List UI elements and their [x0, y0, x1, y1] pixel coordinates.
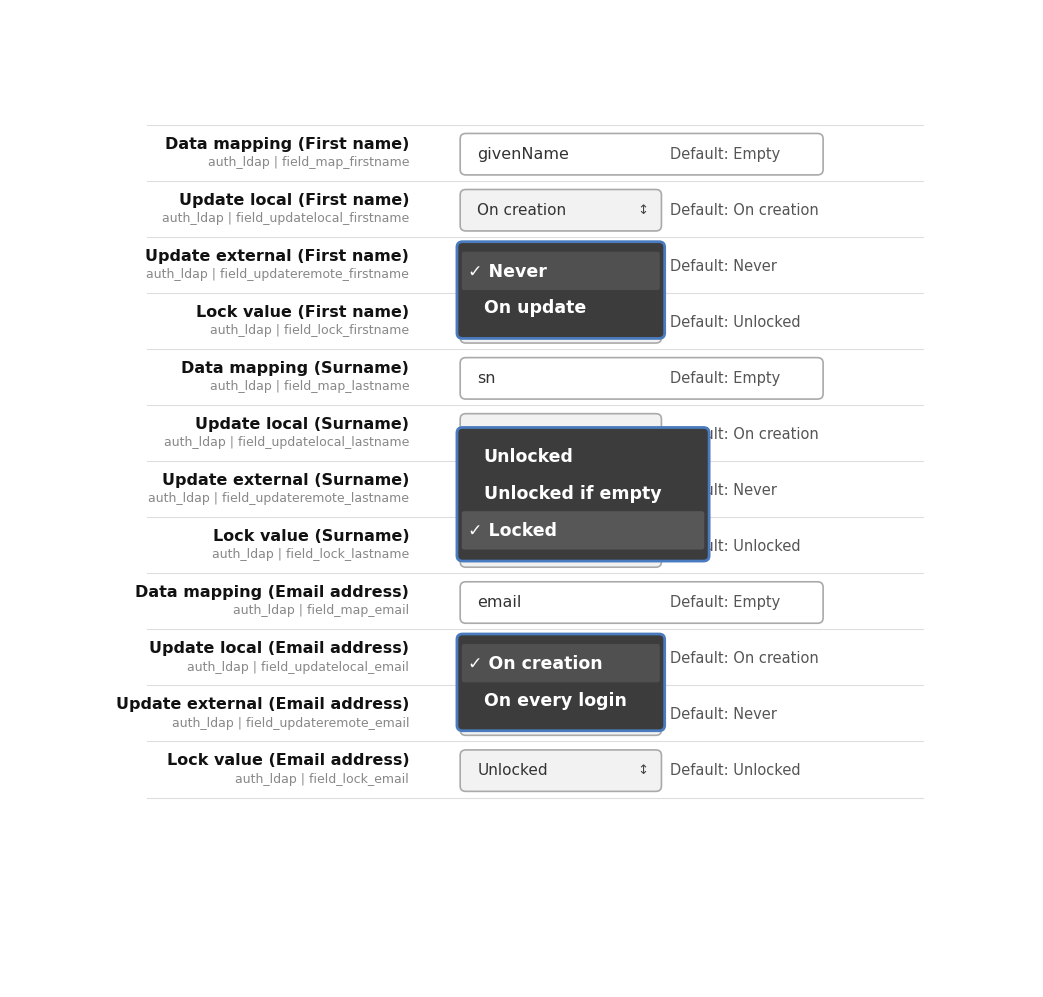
- FancyBboxPatch shape: [462, 644, 660, 682]
- Text: Data mapping (First name): Data mapping (First name): [165, 137, 409, 152]
- Text: Update local (Email address): Update local (Email address): [149, 641, 409, 656]
- Text: Default: Unlocked: Default: Unlocked: [671, 315, 801, 330]
- Text: Locked: Locked: [477, 539, 531, 554]
- Text: Default: Unlocked: Default: Unlocked: [671, 539, 801, 554]
- Text: Default: On creation: Default: On creation: [671, 202, 819, 217]
- Text: Default: Never: Default: Never: [671, 259, 777, 274]
- Text: auth_ldap | field_updateremote_email: auth_ldap | field_updateremote_email: [172, 717, 409, 730]
- Text: ↕: ↕: [637, 540, 649, 553]
- Text: Unlocked: Unlocked: [477, 763, 548, 778]
- FancyBboxPatch shape: [460, 750, 661, 792]
- Text: ↕: ↕: [637, 764, 649, 777]
- Text: Unlocked if empty: Unlocked if empty: [484, 486, 661, 503]
- Text: Unlocked: Unlocked: [484, 449, 574, 467]
- FancyBboxPatch shape: [457, 428, 709, 561]
- Text: auth_ldap | field_updateremote_firstname: auth_ldap | field_updateremote_firstname: [146, 268, 409, 281]
- Text: Data mapping (Email address): Data mapping (Email address): [136, 585, 409, 600]
- Text: auth_ldap | field_lock_lastname: auth_ldap | field_lock_lastname: [212, 548, 409, 561]
- Text: auth_ldap | field_updatelocal_email: auth_ldap | field_updatelocal_email: [188, 660, 409, 674]
- Text: Locked: Locked: [477, 315, 531, 330]
- Text: givenName: givenName: [477, 147, 569, 162]
- FancyBboxPatch shape: [460, 694, 661, 736]
- Text: ✓ Locked: ✓ Locked: [468, 522, 557, 540]
- Text: Default: On creation: Default: On creation: [671, 651, 819, 666]
- Text: auth_ldap | field_updatelocal_firstname: auth_ldap | field_updatelocal_firstname: [162, 212, 409, 225]
- FancyBboxPatch shape: [460, 358, 823, 399]
- Text: auth_ldap | field_map_firstname: auth_ldap | field_map_firstname: [208, 157, 409, 169]
- Text: ↕: ↕: [637, 708, 649, 721]
- FancyBboxPatch shape: [462, 251, 660, 290]
- Text: Default: Never: Default: Never: [671, 483, 777, 498]
- Text: Update external (First name): Update external (First name): [145, 249, 409, 264]
- FancyBboxPatch shape: [460, 525, 661, 567]
- FancyBboxPatch shape: [462, 511, 704, 549]
- Text: Default: Empty: Default: Empty: [671, 595, 780, 610]
- Text: Update external (Surname): Update external (Surname): [162, 473, 409, 488]
- Text: auth_ldap | field_map_lastname: auth_ldap | field_map_lastname: [210, 380, 409, 393]
- Text: Data mapping (Surname): Data mapping (Surname): [181, 361, 409, 376]
- Text: Update external (Email address): Update external (Email address): [116, 697, 409, 712]
- Text: On update: On update: [484, 299, 586, 317]
- Text: auth_ldap | field_updateremote_lastname: auth_ldap | field_updateremote_lastname: [148, 493, 409, 505]
- Text: ↕: ↕: [637, 428, 649, 441]
- Text: email: email: [477, 595, 522, 610]
- Text: Default: Empty: Default: Empty: [671, 147, 780, 162]
- Text: Default: Unlocked: Default: Unlocked: [671, 763, 801, 778]
- Text: ✓ Never: ✓ Never: [468, 262, 548, 280]
- FancyBboxPatch shape: [460, 414, 661, 455]
- Text: ↕: ↕: [637, 203, 649, 216]
- Text: On creation: On creation: [477, 202, 566, 217]
- Text: ↕: ↕: [637, 316, 649, 329]
- FancyBboxPatch shape: [460, 301, 661, 343]
- Text: auth_ldap | field_map_email: auth_ldap | field_map_email: [234, 604, 409, 617]
- FancyBboxPatch shape: [460, 189, 661, 231]
- Text: Update local (First name): Update local (First name): [178, 192, 409, 207]
- Text: Lock value (Email address): Lock value (Email address): [167, 753, 409, 768]
- Text: Default: Empty: Default: Empty: [671, 371, 780, 386]
- Text: Default: Never: Default: Never: [671, 707, 777, 722]
- Text: Lock value (First name): Lock value (First name): [196, 305, 409, 320]
- FancyBboxPatch shape: [460, 582, 823, 623]
- Text: ✓ On creation: ✓ On creation: [468, 655, 603, 673]
- Text: auth_ldap | field_updatelocal_lastname: auth_ldap | field_updatelocal_lastname: [164, 437, 409, 450]
- FancyBboxPatch shape: [460, 134, 823, 174]
- FancyBboxPatch shape: [457, 634, 664, 731]
- Text: sn: sn: [477, 371, 495, 386]
- Text: auth_ldap | field_lock_firstname: auth_ldap | field_lock_firstname: [210, 324, 409, 337]
- Text: Lock value (Surname): Lock value (Surname): [213, 529, 409, 544]
- FancyBboxPatch shape: [457, 241, 664, 338]
- Text: auth_ldap | field_lock_email: auth_ldap | field_lock_email: [236, 773, 409, 786]
- Text: On every login: On every login: [484, 692, 627, 710]
- Text: Update local (Surname): Update local (Surname): [195, 417, 409, 432]
- Text: Never: Never: [477, 707, 523, 722]
- Text: Default: On creation: Default: On creation: [671, 427, 819, 442]
- Text: On creation: On creation: [477, 427, 566, 442]
